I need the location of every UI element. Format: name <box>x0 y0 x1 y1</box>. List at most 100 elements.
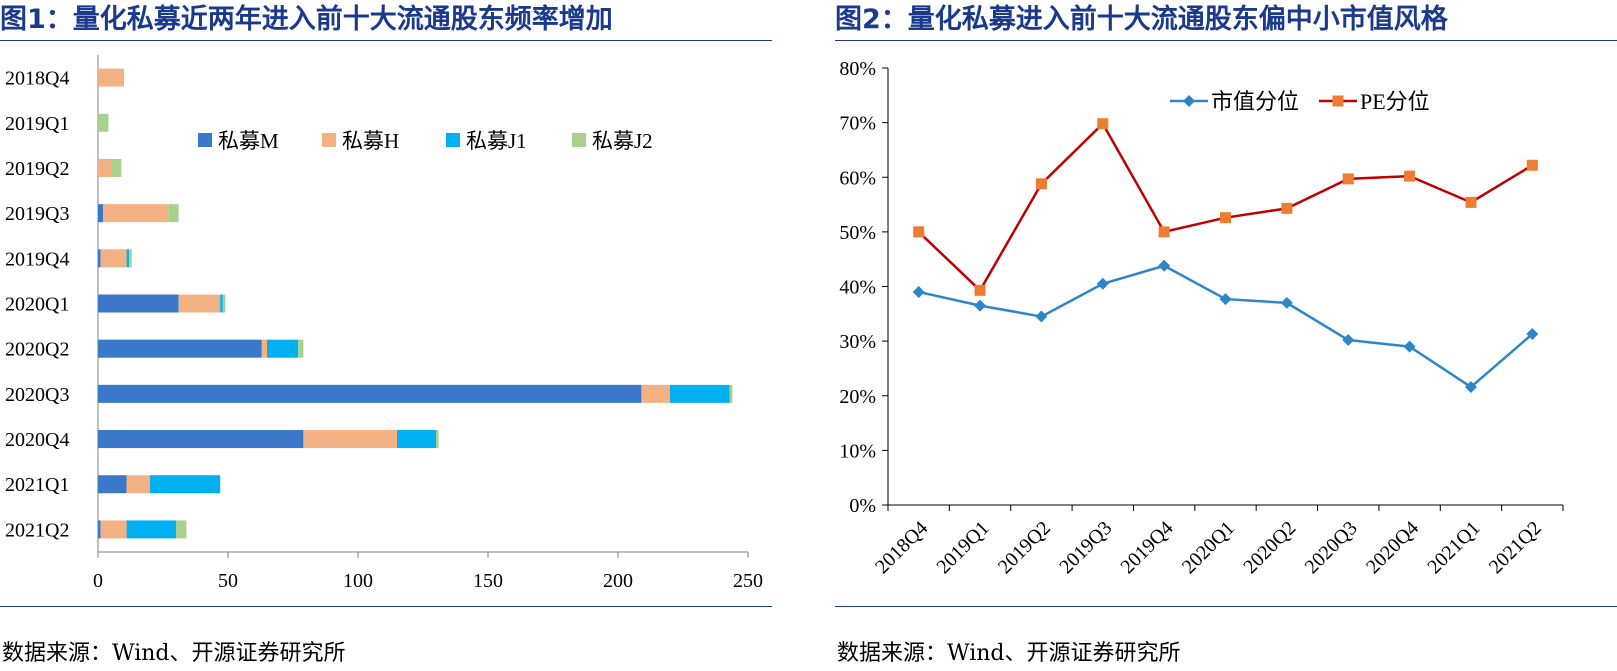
y-tick-label: 2018Q4 <box>5 68 69 90</box>
data-point-diamond <box>1526 328 1539 341</box>
bar-segment <box>168 204 179 223</box>
bar-segment <box>98 520 101 539</box>
y-tick-label: 2020Q4 <box>5 429 69 451</box>
data-point-diamond <box>1280 296 1293 309</box>
y-tick-label: 2019Q3 <box>5 203 69 225</box>
bar-segment <box>98 113 109 132</box>
bar-segment <box>98 249 101 268</box>
legend-label: 市值分位 <box>1211 89 1299 114</box>
legend-marker-diamond <box>1183 95 1195 107</box>
y-tick-label: 2020Q1 <box>5 294 69 316</box>
x-tick-label: 2019Q4 <box>1117 517 1178 578</box>
x-tick-label: 2019Q2 <box>994 517 1055 578</box>
data-point-diamond <box>1403 340 1416 353</box>
title-rule <box>0 40 772 41</box>
data-point-square <box>913 226 925 238</box>
legend-swatch <box>322 133 336 147</box>
source-rule <box>0 606 772 607</box>
y-tick-label: 10% <box>839 440 876 462</box>
data-point-square <box>1465 196 1477 208</box>
bar-segment <box>126 475 150 494</box>
data-point-diamond <box>1096 277 1109 290</box>
x-tick-label: 50 <box>218 570 238 592</box>
bar-segment <box>220 294 223 313</box>
data-point-diamond <box>974 299 987 312</box>
bar-segment <box>129 249 132 268</box>
data-point-diamond <box>1342 334 1355 347</box>
data-point-diamond <box>912 285 925 298</box>
x-tick-label: 2020Q4 <box>1362 517 1423 578</box>
y-tick-label: 2019Q4 <box>5 248 69 270</box>
y-tick-label: 20% <box>839 386 876 408</box>
bar-segment <box>98 384 642 403</box>
x-tick-label: 2020Q2 <box>1239 517 1300 578</box>
legend-marker-square <box>1332 95 1344 107</box>
x-tick-label: 0 <box>93 570 103 592</box>
y-tick-label: 2021Q1 <box>5 474 69 496</box>
data-point-diamond <box>1464 381 1477 394</box>
bar-segment <box>178 294 221 313</box>
bar-segment <box>436 430 439 449</box>
bar-segment <box>126 520 176 539</box>
data-point-square <box>974 284 986 296</box>
bar-segment <box>176 520 187 539</box>
bar-segment <box>303 430 397 449</box>
data-point-square <box>1526 159 1538 171</box>
y-tick-label: 30% <box>839 331 876 353</box>
data-point-square <box>1097 118 1109 130</box>
bar-segment <box>98 158 111 177</box>
bar-segment <box>100 520 127 539</box>
y-tick-label: 50% <box>839 222 876 244</box>
x-tick-label: 2020Q3 <box>1301 517 1362 578</box>
data-point-square <box>1281 202 1293 214</box>
y-tick-label: 60% <box>839 167 876 189</box>
y-tick-label: 2021Q2 <box>5 519 69 541</box>
figure-1-source: 数据来源：Wind、开源证券研究所 <box>2 641 346 666</box>
bar-segment <box>100 249 127 268</box>
x-tick-label: 2018Q4 <box>871 517 932 578</box>
y-tick-label: 2020Q2 <box>5 339 69 361</box>
data-point-square <box>1404 170 1416 182</box>
bar-segment <box>641 384 670 403</box>
line-chart: 0%10%20%30%40%50%60%70%80%2018Q4 2019Q1 20… <box>839 58 1564 578</box>
bar-segment <box>397 430 436 449</box>
x-tick-label: 150 <box>473 570 503 592</box>
bar-segment <box>103 204 169 223</box>
data-point-square <box>1342 173 1354 185</box>
x-tick-label: 2020Q1 <box>1178 517 1239 578</box>
series-line <box>918 264 1534 389</box>
data-point-diamond <box>1219 293 1232 306</box>
y-tick-label: 2019Q1 <box>5 113 69 135</box>
legend-label: 私募J2 <box>592 129 653 153</box>
data-point-square <box>1220 212 1231 224</box>
bar-segment <box>150 475 221 494</box>
figure-1-panel: 图1：量化私募近两年进入前十大流通股东频率增加 0 50 100 150 200 250 2… <box>0 0 800 671</box>
legend-label: PE分位 <box>1360 89 1430 114</box>
data-point-square <box>1158 226 1170 238</box>
data-point-diamond <box>1035 310 1048 323</box>
bar-segment <box>261 339 267 358</box>
bar-segment <box>98 475 127 494</box>
bar-segment <box>298 339 304 358</box>
y-tick-label: 2020Q3 <box>5 384 69 406</box>
x-tick-label: 200 <box>603 570 633 592</box>
x-tick-label: 100 <box>343 570 373 592</box>
series-line <box>917 121 1533 293</box>
legend-label: 私募H <box>342 129 399 153</box>
data-point-diamond <box>1158 259 1171 272</box>
x-tick-label: 250 <box>733 570 763 592</box>
figure-2-panel: 图2：量化私募进入前十大流通股东偏中小市值风格 0% 10% 20% 30% 40% 50… <box>835 0 1617 671</box>
title-rule <box>835 40 1617 41</box>
bar-segment <box>98 204 104 223</box>
legend-swatch <box>446 133 460 147</box>
bar-segment <box>111 158 122 177</box>
x-tick-label: 2019Q3 <box>1055 517 1116 578</box>
bar-segment <box>98 294 179 313</box>
bar-segment <box>222 294 226 313</box>
stacked-bar-chart: 0 50 100 150 200 250 2018Q4 2019Q1 2019Q2 2019Q3 2… <box>5 55 763 592</box>
legend-label: 私募M <box>218 129 279 153</box>
bar-segment <box>126 249 130 268</box>
y-tick-label: 40% <box>839 277 876 299</box>
bar-segment <box>729 384 733 403</box>
figure-2-source: 数据来源：Wind、开源证券研究所 <box>837 641 1181 666</box>
